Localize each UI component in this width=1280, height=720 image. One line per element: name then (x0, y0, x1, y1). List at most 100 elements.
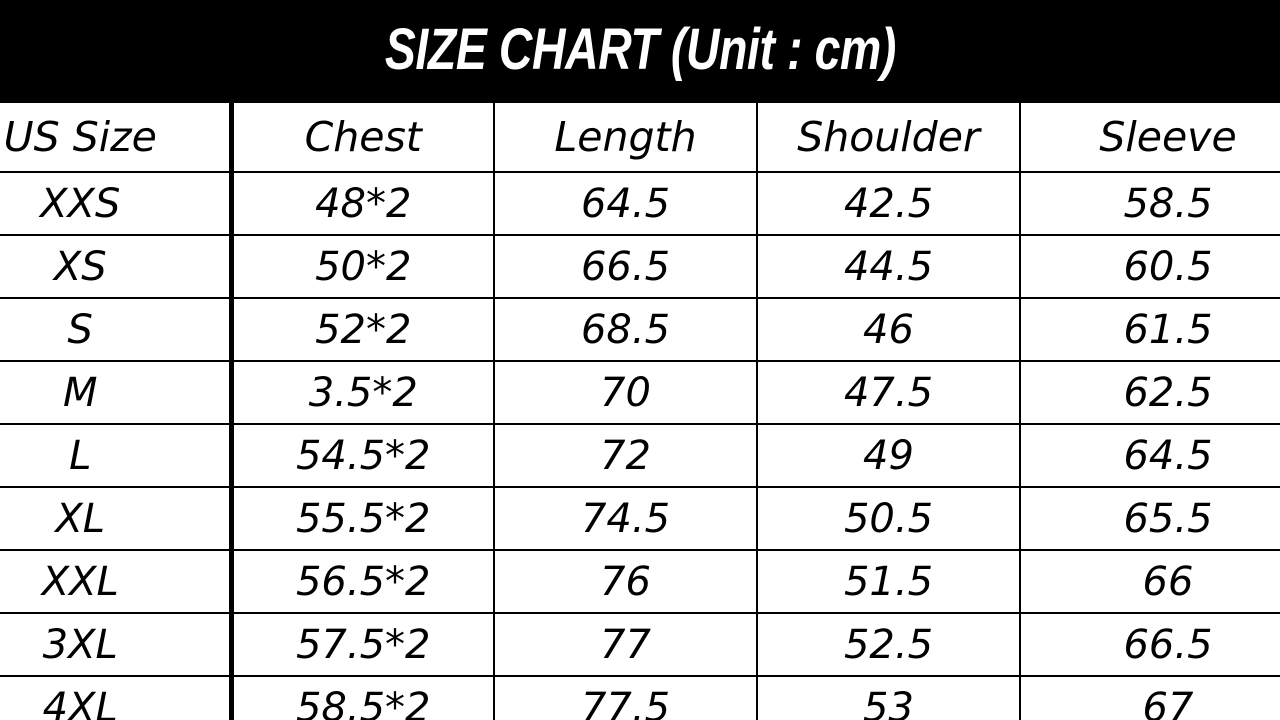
cell-sleeve-value: 62.5 (1123, 369, 1213, 416)
cell-chest: 55.5*2 (231, 486, 495, 551)
table-row: L 54.5*2 72 49 64.5 (0, 423, 1280, 488)
cell-shoulder-value: 50.5 (843, 495, 934, 542)
cell-sleeve: 61.5 (1020, 297, 1280, 362)
column-header-sleeve-label: Sleeve (1099, 112, 1237, 161)
cell-shoulder: 42.5 (757, 171, 1021, 236)
cell-size-value: L (69, 432, 92, 479)
cell-sleeve-value: 67 (1142, 684, 1194, 720)
cell-shoulder: 52.5 (757, 612, 1021, 677)
cell-shoulder: 46 (757, 297, 1021, 362)
cell-shoulder-value: 51.5 (843, 558, 934, 605)
table-row: XXS 48*2 64.5 42.5 58.5 (0, 171, 1280, 236)
cell-length: 64.5 (494, 171, 758, 236)
cell-size: L (0, 423, 234, 488)
cell-chest: 48*2 (231, 171, 495, 236)
cell-length: 68.5 (494, 297, 758, 362)
column-header-chest-label: Chest (304, 112, 422, 161)
cell-chest-value: 55.5*2 (295, 495, 431, 542)
cell-size: 3XL (0, 612, 234, 677)
cell-shoulder: 47.5 (757, 360, 1021, 425)
cell-sleeve: 60.5 (1020, 234, 1280, 299)
cell-shoulder: 49 (757, 423, 1021, 488)
cell-chest-value: 57.5*2 (295, 621, 431, 668)
column-header-length-label: Length (554, 112, 697, 161)
cell-chest-value: 54.5*2 (295, 432, 431, 479)
cell-length: 74.5 (494, 486, 758, 551)
cell-chest-value: 56.5*2 (295, 558, 431, 605)
cell-shoulder: 51.5 (757, 549, 1021, 614)
table-body: XXS 48*2 64.5 42.5 58.5 XS 50*2 66.5 44.… (0, 171, 1280, 720)
cell-sleeve: 65.5 (1020, 486, 1280, 551)
cell-sleeve-value: 61.5 (1123, 306, 1213, 353)
cell-chest: 57.5*2 (231, 612, 495, 677)
cell-sleeve: 58.5 (1020, 171, 1280, 236)
cell-length-value: 76 (600, 558, 651, 605)
cell-chest: 3.5*2 (231, 360, 495, 425)
cell-length-value: 64.5 (580, 180, 671, 227)
size-table-container: US Size Chest Length Shoulder Sleeve (0, 100, 1280, 720)
cell-length: 70 (494, 360, 758, 425)
cell-length-value: 77.5 (580, 684, 671, 720)
column-header-length: Length (494, 100, 758, 173)
cell-size-value: M (62, 369, 98, 416)
cell-shoulder: 50.5 (757, 486, 1021, 551)
cell-length-value: 74.5 (580, 495, 671, 542)
cell-sleeve: 66 (1020, 549, 1280, 614)
table-row: XXL 56.5*2 76 51.5 66 (0, 549, 1280, 614)
cell-shoulder-value: 44.5 (843, 243, 934, 290)
table-row: S 52*2 68.5 46 61.5 (0, 297, 1280, 362)
cell-length-value: 77 (600, 621, 651, 668)
cell-size-value: XXS (40, 180, 121, 227)
cell-length: 66.5 (494, 234, 758, 299)
cell-sleeve: 62.5 (1020, 360, 1280, 425)
cell-chest-value: 58.5*2 (295, 684, 431, 720)
cell-size: XXL (0, 549, 234, 614)
column-header-shoulder-label: Shoulder (797, 112, 980, 161)
cell-length-value: 68.5 (580, 306, 671, 353)
cell-chest: 56.5*2 (231, 549, 495, 614)
cell-length-value: 66.5 (580, 243, 671, 290)
cell-size-value: 4XL (42, 684, 118, 720)
cell-shoulder-value: 52.5 (843, 621, 934, 668)
cell-sleeve-value: 58.5 (1123, 180, 1213, 227)
cell-sleeve-value: 66.5 (1123, 621, 1213, 668)
cell-length: 77 (494, 612, 758, 677)
cell-chest: 52*2 (231, 297, 495, 362)
cell-sleeve: 66.5 (1020, 612, 1280, 677)
table-row: 4XL 58.5*2 77.5 53 67 (0, 675, 1280, 720)
cell-sleeve-value: 64.5 (1123, 432, 1213, 479)
title-bar: SIZE CHART (Unit : cm) (0, 0, 1280, 100)
cell-length-value: 70 (600, 369, 651, 416)
cell-sleeve-value: 65.5 (1123, 495, 1213, 542)
column-header-us-size-label: US Size (3, 112, 157, 161)
cell-sleeve: 64.5 (1020, 423, 1280, 488)
cell-size: XXS (0, 171, 234, 236)
cell-length: 76 (494, 549, 758, 614)
cell-shoulder: 44.5 (757, 234, 1021, 299)
cell-size-value: XL (55, 495, 106, 542)
column-header-chest: Chest (231, 100, 495, 173)
cell-chest: 54.5*2 (231, 423, 495, 488)
table-header-row: US Size Chest Length Shoulder Sleeve (0, 100, 1280, 173)
table-row: XS 50*2 66.5 44.5 60.5 (0, 234, 1280, 299)
cell-sleeve-value: 66 (1142, 558, 1194, 605)
cell-size: M (0, 360, 234, 425)
cell-chest: 58.5*2 (231, 675, 495, 720)
column-header-us-size: US Size (0, 100, 234, 173)
cell-length: 77.5 (494, 675, 758, 720)
cell-shoulder-value: 49 (863, 432, 914, 479)
cell-size: XL (0, 486, 234, 551)
page-title: SIZE CHART (Unit : cm) (384, 17, 896, 82)
cell-size-value: 3XL (42, 621, 118, 668)
cell-length: 72 (494, 423, 758, 488)
table-row: M 3.5*2 70 47.5 62.5 (0, 360, 1280, 425)
cell-chest-value: 48*2 (315, 180, 412, 227)
table-row: XL 55.5*2 74.5 50.5 65.5 (0, 486, 1280, 551)
cell-sleeve-value: 60.5 (1123, 243, 1213, 290)
size-chart-table: US Size Chest Length Shoulder Sleeve (0, 100, 1280, 720)
cell-size-value: XXL (41, 558, 119, 605)
cell-size: 4XL (0, 675, 234, 720)
cell-length-value: 72 (600, 432, 651, 479)
cell-shoulder-value: 46 (863, 306, 914, 353)
cell-size-value: S (67, 306, 93, 353)
